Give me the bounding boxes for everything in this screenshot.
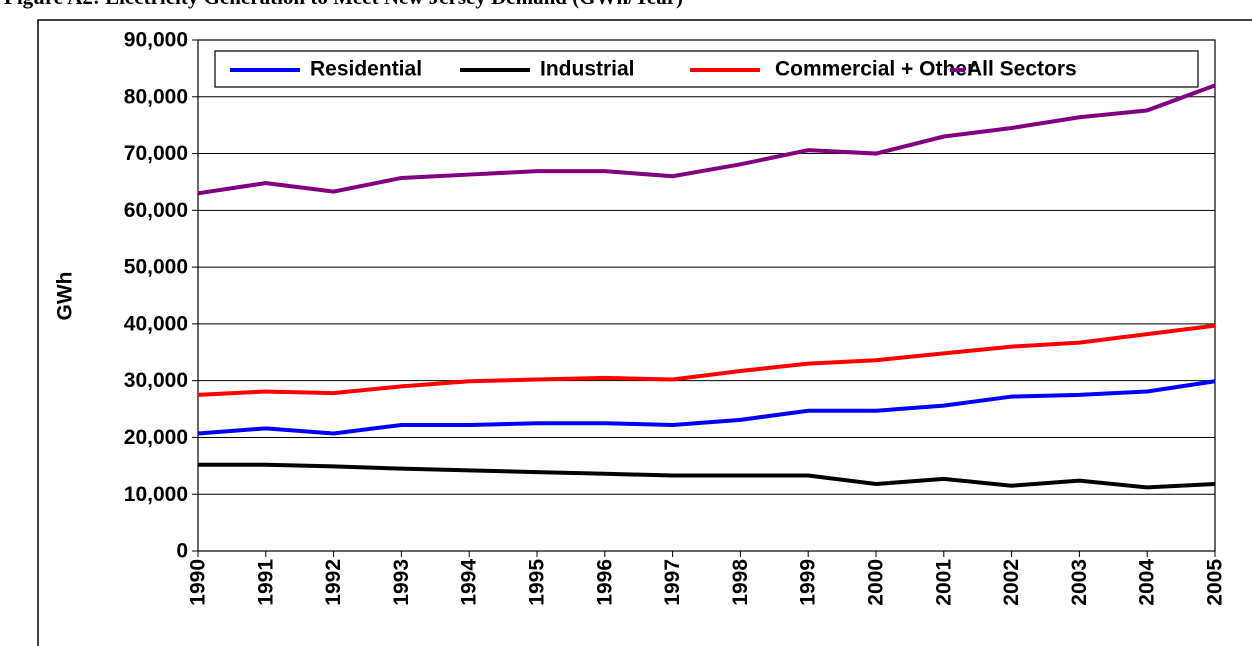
- y-tick-label: 60,000: [124, 199, 188, 222]
- series-line: [197, 83, 1216, 196]
- x-tick-label: 1992: [322, 559, 345, 606]
- y-tick-label: 80,000: [124, 85, 188, 108]
- y-tick-label: 70,000: [124, 142, 188, 165]
- y-tick-label: 20,000: [124, 426, 188, 449]
- x-tick-label: 1996: [593, 559, 616, 606]
- x-tick-label: 2002: [1000, 559, 1023, 606]
- x-tick-label: 2004: [1136, 559, 1159, 606]
- y-tick-label: 40,000: [124, 312, 188, 335]
- legend-label: Residential: [310, 58, 422, 81]
- y-axis-label: GWh: [54, 272, 77, 321]
- series-line: [197, 323, 1216, 397]
- x-tick-label: 2005: [1204, 559, 1227, 606]
- y-tick-label: 0: [176, 540, 188, 563]
- x-tick-label: 2000: [865, 559, 888, 606]
- y-tick-label: 90,000: [124, 29, 188, 52]
- chart-title: Figure A2: Electricity Generation to Mee…: [4, 0, 683, 9]
- legend-label: All Sectors: [967, 58, 1077, 81]
- x-tick-label: 1997: [661, 559, 684, 606]
- series-line: [197, 379, 1216, 436]
- x-tick-label: 1994: [458, 559, 481, 606]
- x-tick-label: 1990: [187, 559, 210, 606]
- x-tick-label: 1991: [254, 559, 277, 606]
- series-line: [198, 462, 1216, 490]
- x-tick-label: 2001: [932, 559, 955, 606]
- legend-label: Commercial + Other: [775, 58, 975, 81]
- x-tick-label: 2003: [1068, 559, 1091, 606]
- x-tick-label: 1993: [390, 559, 413, 606]
- y-tick-label: 50,000: [124, 256, 188, 279]
- x-tick-label: 1998: [729, 559, 752, 606]
- y-tick-label: 30,000: [124, 369, 188, 392]
- x-tick-label: 1999: [797, 559, 820, 606]
- chart-frame: [37, 19, 1252, 646]
- y-tick-label: 10,000: [124, 483, 188, 506]
- legend-label: Industrial: [540, 58, 635, 81]
- x-tick-label: 1995: [526, 559, 549, 606]
- plot-area: [197, 39, 1216, 552]
